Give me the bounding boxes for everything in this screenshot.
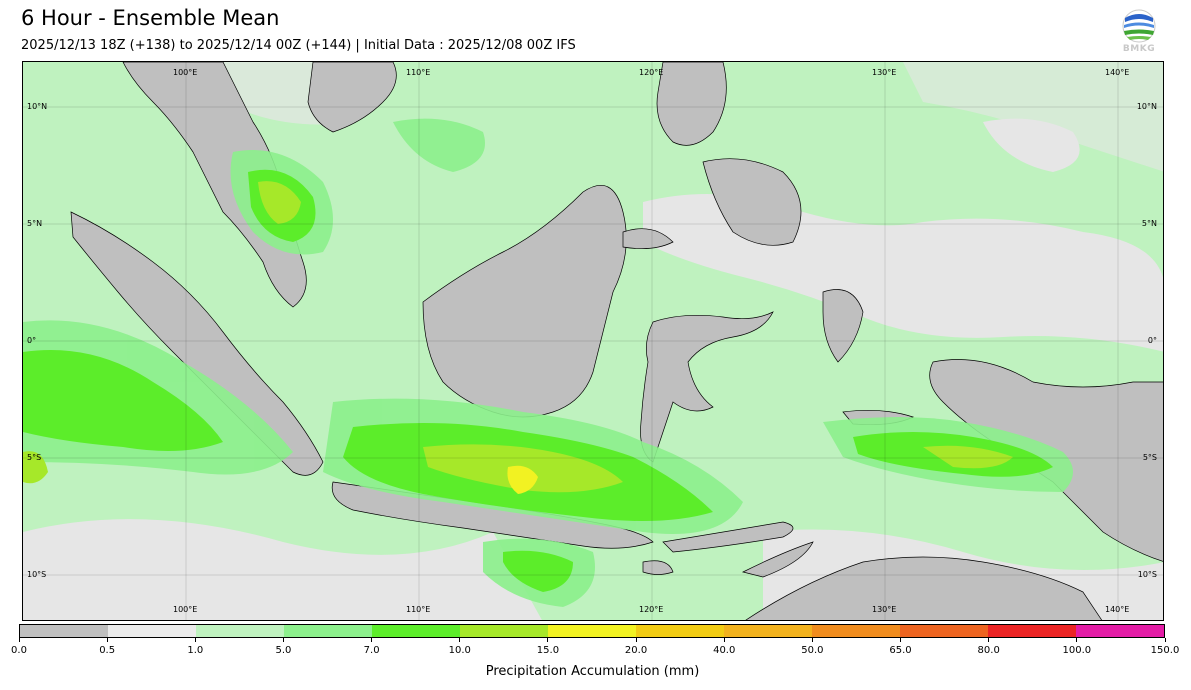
colorbar-tick-label: 20.0 (624, 645, 648, 656)
chart-subtitle: 2025/12/13 18Z (+138) to 2025/12/14 00Z … (21, 38, 576, 53)
colorbar-segment (460, 625, 548, 637)
colorbar-tick-mark (18, 638, 20, 642)
lon-label-top: 140°E (1105, 68, 1130, 77)
lon-label-top: 130°E (872, 68, 897, 77)
colorbar-tick-label: 7.0 (363, 645, 380, 656)
colorbar-tick-mark (1076, 638, 1078, 642)
colorbar-segment (812, 625, 900, 637)
logo-label: BMKG (1122, 44, 1156, 54)
colorbar-segment (988, 625, 1076, 637)
colorbar-tick-label: 40.0 (713, 645, 736, 656)
colorbar-segment (20, 625, 108, 637)
colorbar-tick-mark (1164, 638, 1166, 642)
lat-label-right: 0° (1147, 336, 1157, 345)
lat-label-left: 10°N (27, 102, 48, 111)
lat-label-right: 5°S (1142, 453, 1157, 462)
colorbar-title: Precipitation Accumulation (mm) (485, 664, 700, 679)
lat-label-right: 10°S (1137, 570, 1157, 579)
colorbar-tick-label: 0.5 (99, 645, 116, 656)
colorbar-tick-label: 65.0 (889, 645, 912, 656)
colorbar-tick-label: 15.0 (536, 645, 560, 656)
lon-label-bottom: 110°E (406, 605, 431, 614)
colorbar-tick-mark (900, 638, 902, 642)
precipitation-map: 100°E 110°E 120°E 130°E 140°E 100°E 110°… (22, 61, 1164, 621)
lat-label-left: 5°N (27, 219, 43, 228)
colorbar-tick-mark (459, 638, 461, 642)
colorbar-segment (1076, 625, 1164, 637)
colorbar-tick-label: 150.0 (1150, 645, 1180, 656)
colorbar-tick-label: 10.0 (448, 645, 471, 656)
colorbar-tick-mark (635, 638, 637, 642)
colorbar-tick-mark (988, 638, 990, 642)
lat-label-right: 5°N (1141, 219, 1157, 228)
colorbar-segment (900, 625, 988, 637)
colorbar-tick-mark (282, 638, 284, 642)
globe-logo-icon (1118, 8, 1160, 54)
lat-label-left: 0° (27, 336, 37, 345)
colorbar-tick-mark (723, 638, 725, 642)
colorbar-segment (724, 625, 812, 637)
lat-label-right: 10°N (1136, 102, 1157, 111)
colorbar-tick-label: 1.0 (187, 645, 204, 656)
precipitation-colorbar (19, 624, 1165, 638)
lon-label-bottom: 140°E (1105, 605, 1130, 614)
colorbar-segment (636, 625, 724, 637)
lat-label-left: 5°S (27, 453, 42, 462)
lat-label-left: 10°S (27, 570, 47, 579)
lon-label-top: 120°E (639, 68, 664, 77)
colorbar-tick-label: 0.0 (11, 645, 27, 656)
colorbar-tick-label: 50.0 (801, 645, 824, 656)
colorbar-tick-mark (811, 638, 813, 642)
precip-intense (507, 465, 538, 494)
colorbar-segment (548, 625, 636, 637)
colorbar-segment (372, 625, 460, 637)
lon-label-top: 100°E (173, 68, 198, 77)
chart-title: 6 Hour - Ensemble Mean (21, 6, 280, 30)
colorbar-tick-label: 5.0 (275, 645, 292, 656)
map-canvas (23, 62, 1163, 620)
colorbar-tick-label: 100.0 (1062, 645, 1092, 656)
lon-label-bottom: 130°E (872, 605, 897, 614)
colorbar-tick-mark (547, 638, 549, 642)
colorbar-tick-mark (106, 638, 108, 642)
gridlines (23, 62, 1163, 620)
lon-label-bottom: 100°E (173, 605, 198, 614)
lon-label-bottom: 120°E (639, 605, 664, 614)
colorbar-tick-label: 80.0 (977, 645, 1000, 656)
colorbar-tick-mark (194, 638, 196, 642)
colorbar-segment (196, 625, 284, 637)
colorbar-segment (108, 625, 196, 637)
lon-label-top: 110°E (406, 68, 431, 77)
colorbar-segment (284, 625, 372, 637)
colorbar-tick-mark (371, 638, 373, 642)
